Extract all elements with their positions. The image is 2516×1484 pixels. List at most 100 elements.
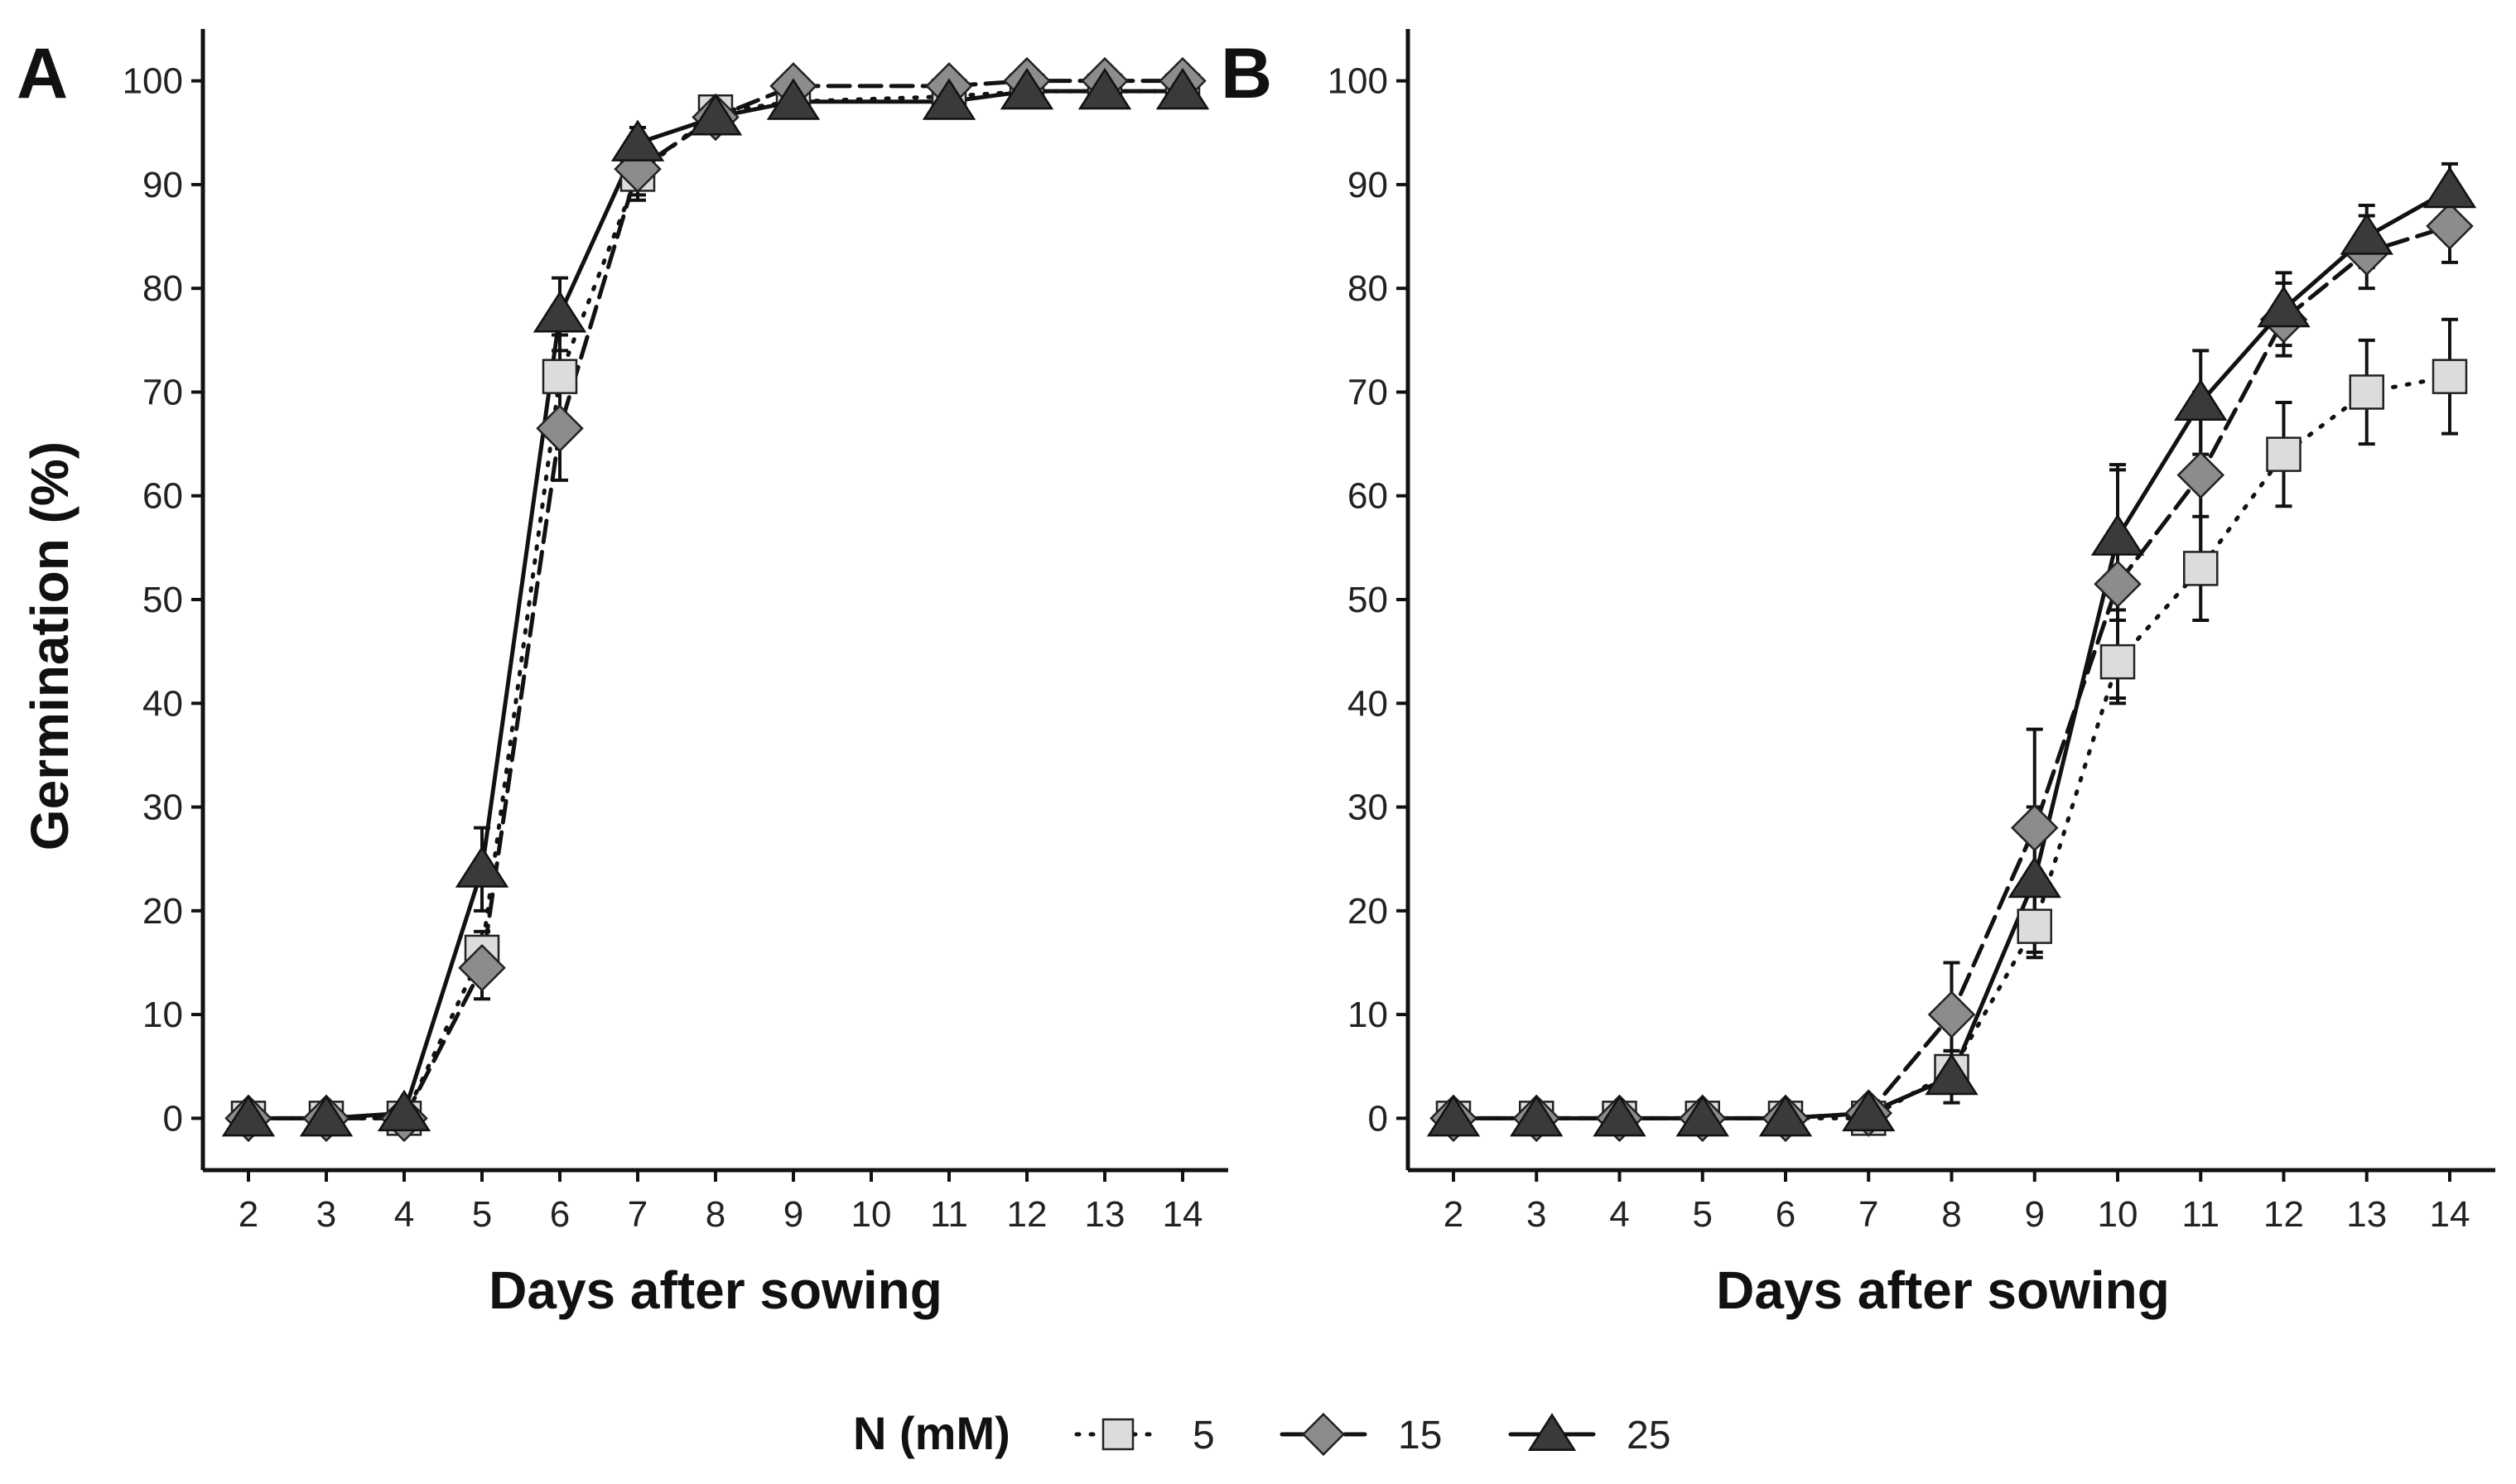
panel-b-y-tick-label: 100 xyxy=(1328,61,1388,102)
panel-a-series-25-line xyxy=(246,89,1185,1120)
legend-label-5: 5 xyxy=(1193,1414,1215,1458)
panel-a-x-tick-label: 14 xyxy=(1163,1194,1203,1235)
panel-a-y-tick-label: 40 xyxy=(142,683,183,724)
panel-b-x-tick-label: 10 xyxy=(2098,1194,2138,1235)
panel-a-x-tick-label: 9 xyxy=(783,1194,803,1235)
panel-b-series-15-point xyxy=(1927,990,1976,1038)
panel-b-series-25-point xyxy=(2422,166,2477,209)
panel-b-series-25-point xyxy=(1925,1053,1979,1096)
panel-b-series-15-point xyxy=(2176,450,2225,499)
panel-b-series-25-point xyxy=(1675,1095,1729,1137)
panel-a-y-tick-label: 60 xyxy=(142,476,183,517)
legend-title: N (mM) xyxy=(853,1407,1010,1459)
panel-b-series-25-point xyxy=(1510,1095,1564,1137)
panel-b-y-tick-label: 20 xyxy=(1347,891,1388,932)
panel-b-series-5-point xyxy=(2266,436,2302,472)
panel-a-series-25-point xyxy=(377,1089,431,1132)
panel-b-x-tick-label: 4 xyxy=(1609,1194,1629,1235)
legend-marker-5 xyxy=(1101,1418,1135,1451)
panel-a-series-25-point xyxy=(688,94,743,136)
legend: N (mM) 5 15 25 xyxy=(853,1407,1670,1459)
legend-item-15: 15 xyxy=(1280,1412,1442,1458)
panel-b-series-25-point xyxy=(2340,213,2393,255)
panel-a-y-tick-label: 100 xyxy=(123,61,183,102)
panel-b-x-tick-label: 3 xyxy=(1526,1194,1546,1235)
panel-b-y-tick-label: 30 xyxy=(1347,788,1388,828)
panel-a-y-axis-title: Germination (%) xyxy=(20,441,80,850)
legend-items: 5 15 25 xyxy=(1074,1412,1670,1458)
panel-a-x-tick-label: 13 xyxy=(1085,1194,1125,1235)
panel-a-x-tick-label: 11 xyxy=(930,1194,968,1235)
panel-a-series-5-line xyxy=(246,89,1185,1120)
panel-a-series-25-point xyxy=(610,119,665,161)
panel-b-series-25-point xyxy=(2007,855,2061,899)
panel-b-series-25-point xyxy=(1593,1095,1646,1137)
panel-b-x-tick-label: 13 xyxy=(2346,1194,2387,1235)
panel-a-series-25-point xyxy=(1000,67,1054,110)
panel-b-series-5-point xyxy=(2099,643,2136,680)
legend-item-5: 5 xyxy=(1074,1414,1215,1458)
panel-a-series-25-point xyxy=(922,78,976,120)
legend-label-25: 25 xyxy=(1627,1414,1670,1458)
panel-b-x-tick-label: 6 xyxy=(1776,1194,1795,1235)
panel-b-x-tick-label: 12 xyxy=(2263,1194,2304,1235)
panel-b-series-15-point xyxy=(2094,560,2142,608)
panel-b-x-axis-title: Days after sowing xyxy=(1716,1260,2170,1320)
panel-b-y-tick-label: 90 xyxy=(1347,165,1388,205)
panel-a-y-tick-label: 0 xyxy=(163,1098,183,1139)
legend-marker-15 xyxy=(1301,1412,1346,1457)
panel-a-series-25-point xyxy=(766,78,821,120)
panel-b-y-tick-label: 50 xyxy=(1347,580,1388,620)
panel-a-series-25-point xyxy=(455,846,509,888)
panel-a-series-15-point xyxy=(536,404,584,453)
panel-b-series-25-point xyxy=(1758,1095,1813,1137)
panel-b-y-tick-label: 70 xyxy=(1347,372,1388,412)
panel-b-series-25-point xyxy=(1426,1095,1481,1137)
panel-b-x-tick-label: 11 xyxy=(2181,1194,2220,1235)
legend-marker-25 xyxy=(1527,1413,1577,1451)
panel-b-series-15-point xyxy=(2010,803,2059,852)
panel-a-y-tick-label: 50 xyxy=(142,580,183,620)
panel-b-x-tick-label: 14 xyxy=(2430,1194,2470,1235)
panel-b-y-tick-label: 10 xyxy=(1347,995,1388,1035)
panel-a-x-tick-label: 2 xyxy=(239,1194,258,1235)
panel-a-y-tick-label: 90 xyxy=(142,165,183,205)
panel-a-label: A xyxy=(17,34,68,113)
panel-a-x-tick-label: 6 xyxy=(550,1194,570,1235)
panel-a-series-25-point xyxy=(533,291,587,333)
panel-a-x-axis-title: Days after sowing xyxy=(489,1260,942,1320)
panel-a: A Germination (%) Days after sowing 0 10 2… xyxy=(17,29,1228,1320)
panel-b-y-tick-label: 40 xyxy=(1347,683,1388,724)
panel-b: B Days after sowing 0 10 20 30 40 50 60 70 80 90 1… xyxy=(1221,29,2495,1320)
panel-a-y-tick-label: 70 xyxy=(142,372,183,412)
panel-a-series-25-point xyxy=(1077,67,1132,110)
panel-b-series-5-point xyxy=(2349,374,2384,410)
panel-a-series-15-point xyxy=(458,943,506,992)
legend-label-15: 15 xyxy=(1398,1414,1442,1458)
panel-b-series-25-point xyxy=(1842,1089,1896,1132)
panel-a-x-tick-label: 3 xyxy=(316,1194,336,1235)
panel-b-series-5-point xyxy=(2183,551,2219,586)
panel-b-y-tick-label: 0 xyxy=(1368,1098,1388,1139)
panel-b-series-15-point xyxy=(2426,202,2474,250)
panel-b-x-tick-label: 2 xyxy=(1444,1194,1463,1235)
panel-b-series-25-point xyxy=(2174,378,2228,422)
panel-a-y-tick-label: 10 xyxy=(142,995,183,1035)
panel-b-x-tick-label: 9 xyxy=(2025,1194,2045,1235)
panel-a-x-tick-label: 12 xyxy=(1007,1194,1048,1235)
panel-b-x-tick-label: 8 xyxy=(1941,1194,1961,1235)
panel-a-series-15-line xyxy=(246,79,1185,1120)
panel-a-series-25-point xyxy=(221,1095,276,1137)
panel-a-x-tick-label: 4 xyxy=(394,1194,414,1235)
panel-a-y-tick-label: 30 xyxy=(142,788,183,828)
panel-a-y-tick-label: 20 xyxy=(142,891,183,932)
panel-a-y-tick-label: 80 xyxy=(142,268,183,309)
panel-b-y-tick-label: 80 xyxy=(1347,268,1388,309)
panel-a-x-tick-label: 5 xyxy=(472,1194,492,1235)
panel-a-x-tick-label: 10 xyxy=(851,1194,892,1235)
panel-b-series-25-point xyxy=(2090,513,2145,556)
legend-item-25: 25 xyxy=(1508,1413,1670,1458)
panel-a-series-25-point xyxy=(1155,67,1210,110)
panel-b-series-5-point xyxy=(2017,908,2052,944)
